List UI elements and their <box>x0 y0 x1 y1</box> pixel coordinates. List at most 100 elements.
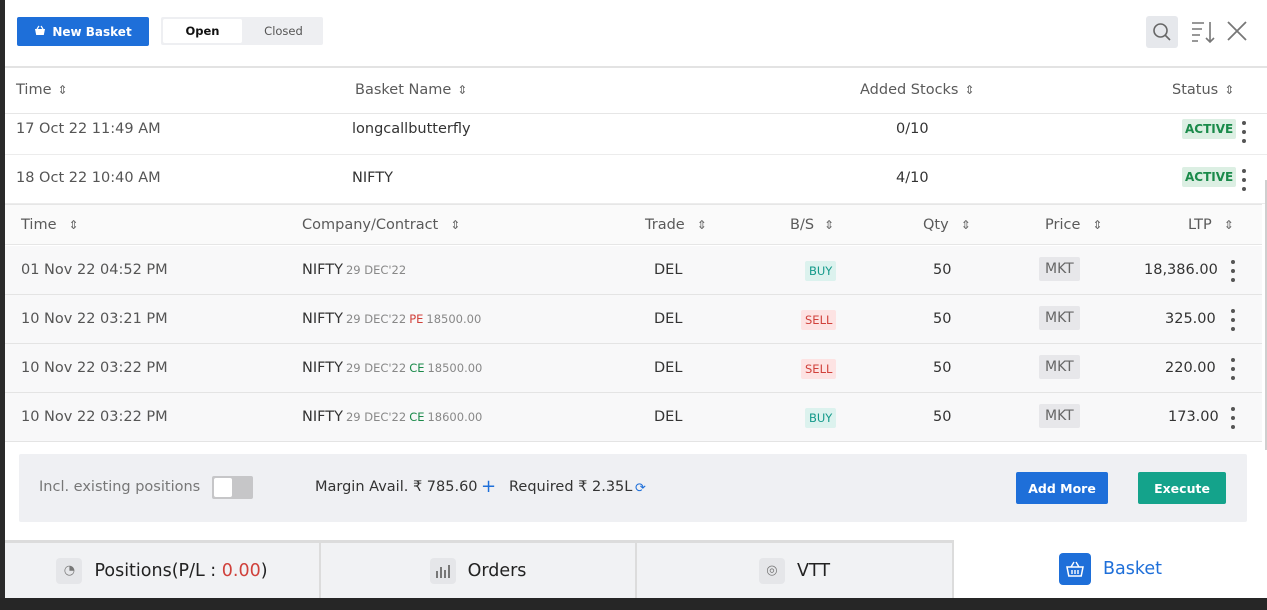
margin-available: Margin Avail. ₹ 785.60 <box>315 479 478 495</box>
order-contract: NIFTY 29 DEC'22 CE 18500.00 <box>302 360 483 376</box>
more-options-icon[interactable] <box>1230 407 1236 429</box>
required-margin: Required ₹ 2.35L <box>509 479 633 495</box>
sort-arrows-icon: ⇕ <box>696 218 707 232</box>
open-closed-toggle: Open Closed <box>161 17 323 45</box>
order-ltp: 220.00 <box>1165 360 1216 376</box>
basket-icon <box>1059 553 1091 585</box>
order-time: 10 Nov 22 03:21 PM <box>21 311 168 327</box>
basket-row[interactable]: 18 Oct 22 10:40 AM NIFTY 4/10 ACTIVE <box>5 155 1267 204</box>
header-ltp[interactable]: LTP ⇕ <box>1188 217 1234 233</box>
buy-badge: BUY <box>805 261 837 281</box>
more-options-icon[interactable] <box>1230 260 1236 282</box>
header-trade[interactable]: Trade ⇕ <box>645 217 707 233</box>
basket-name: NIFTY <box>352 170 393 186</box>
header-time[interactable]: Time ⇕ <box>16 82 68 98</box>
header-qty[interactable]: Qty ⇕ <box>923 217 971 233</box>
basket-panel: New Basket Open Closed Time ⇕ Basket Name… <box>5 0 1267 540</box>
basket-footer: Incl. existing positions Margin Avail. ₹… <box>19 454 1247 522</box>
basket-added-stocks: 4/10 <box>896 170 929 186</box>
order-time: 10 Nov 22 03:22 PM <box>21 409 168 425</box>
sort-button[interactable] <box>1190 19 1216 45</box>
bottom-tabs: ◔ Positions(P/L : 0.00) Orders ◎ VTT Bas… <box>5 540 1267 598</box>
sell-badge: SELL <box>801 310 837 330</box>
header-company-contract[interactable]: Company/Contract ⇕ <box>302 217 461 233</box>
close-icon <box>1227 21 1247 41</box>
header-bs[interactable]: B/S ⇕ <box>790 217 835 233</box>
more-options-icon[interactable] <box>1230 358 1236 380</box>
sell-badge: SELL <box>801 359 837 379</box>
order-time: 01 Nov 22 04:52 PM <box>21 262 168 278</box>
order-trade: DEL <box>654 311 683 327</box>
window-bottom-strip <box>0 598 1267 610</box>
basket-time: 17 Oct 22 11:49 AM <box>16 121 161 137</box>
more-options-icon[interactable] <box>1241 121 1247 143</box>
order-row[interactable]: 10 Nov 22 03:21 PM NIFTY 29 DEC'22 PE 18500… <box>5 295 1262 344</box>
price-type-badge: MKT <box>1039 355 1080 379</box>
order-row[interactable]: 10 Nov 22 03:22 PM NIFTY 29 DEC'22 CE 18600… <box>5 393 1262 442</box>
basket-row[interactable]: 17 Oct 22 11:49 AM longcallbutterfly 0/1… <box>5 115 1267 155</box>
order-trade: DEL <box>654 409 683 425</box>
order-row[interactable]: 01 Nov 22 04:52 PM NIFTY 29 DEC'22 DEL BU… <box>5 246 1262 295</box>
more-options-icon[interactable] <box>1241 169 1247 191</box>
header-status[interactable]: Status ⇕ <box>1172 82 1235 98</box>
order-qty: 50 <box>933 262 952 278</box>
basket-table-header: Time ⇕ Basket Name ⇕ Added Stocks ⇕ Status ⇕ <box>5 70 1267 114</box>
toggle-open[interactable]: Open <box>163 19 242 43</box>
more-options-icon[interactable] <box>1230 309 1236 331</box>
order-row[interactable]: 10 Nov 22 03:22 PM NIFTY 29 DEC'22 CE 18500… <box>5 344 1262 393</box>
sort-icon <box>1192 22 1215 44</box>
execute-button[interactable]: Execute <box>1138 472 1226 504</box>
order-qty: 50 <box>933 409 952 425</box>
order-trade: DEL <box>654 262 683 278</box>
basket-toolbar: New Basket Open Closed <box>5 0 1267 68</box>
add-more-button[interactable]: Add More <box>1016 472 1108 504</box>
basket-name: longcallbutterfly <box>352 121 471 137</box>
basket-icon <box>34 25 46 39</box>
tab-vtt-label: VTT <box>796 560 831 581</box>
incl-existing-positions-toggle[interactable] <box>212 476 253 499</box>
order-ltp: 18,386.00 <box>1144 262 1218 278</box>
positions-icon: ◔ <box>56 557 83 584</box>
header-added-stocks[interactable]: Added Stocks ⇕ <box>860 82 975 98</box>
header-basket-name[interactable]: Basket Name ⇕ <box>355 82 468 98</box>
tab-positions-label: Positions(P/L : 0.00) <box>94 560 268 581</box>
sort-arrows-icon: ⇕ <box>1224 83 1235 97</box>
tab-positions[interactable]: ◔ Positions(P/L : 0.00) <box>5 540 321 598</box>
price-type-badge: MKT <box>1039 404 1080 428</box>
status-badge: ACTIVE <box>1182 167 1237 187</box>
price-type-badge: MKT <box>1039 257 1080 281</box>
search-icon <box>1153 23 1171 41</box>
basket-time: 18 Oct 22 10:40 AM <box>16 170 161 186</box>
price-type-badge: MKT <box>1039 306 1080 330</box>
sort-arrows-icon: ⇕ <box>68 218 79 232</box>
sort-arrows-icon: ⇕ <box>57 83 68 97</box>
refresh-icon[interactable]: ⟳ <box>635 481 646 496</box>
new-basket-button[interactable]: New Basket <box>17 17 149 46</box>
header-price[interactable]: Price ⇕ <box>1045 217 1103 233</box>
vtt-icon: ◎ <box>758 557 785 584</box>
tab-orders-label: Orders <box>467 560 527 581</box>
order-ltp: 325.00 <box>1165 311 1216 327</box>
close-button[interactable] <box>1225 19 1249 43</box>
order-contract: NIFTY 29 DEC'22 <box>302 262 407 278</box>
tab-orders[interactable]: Orders <box>321 540 637 598</box>
order-qty: 50 <box>933 311 952 327</box>
tab-basket[interactable]: Basket <box>954 540 1267 598</box>
order-contract: NIFTY 29 DEC'22 CE 18600.00 <box>302 409 483 425</box>
sort-arrows-icon: ⇕ <box>964 83 975 97</box>
add-funds-icon[interactable]: + <box>481 476 497 497</box>
scrollbar[interactable] <box>1265 180 1267 450</box>
tab-vtt[interactable]: ◎ VTT <box>637 540 954 598</box>
order-qty: 50 <box>933 360 952 376</box>
basket-added-stocks: 0/10 <box>896 121 929 137</box>
search-button[interactable] <box>1146 16 1178 48</box>
toggle-closed[interactable]: Closed <box>264 24 303 38</box>
sort-arrows-icon: ⇕ <box>960 218 971 232</box>
sort-arrows-icon: ⇕ <box>450 218 461 232</box>
order-contract: NIFTY 29 DEC'22 PE 18500.00 <box>302 311 482 327</box>
incl-existing-positions-label: Incl. existing positions <box>39 479 201 495</box>
order-time: 10 Nov 22 03:22 PM <box>21 360 168 376</box>
buy-badge: BUY <box>805 408 837 428</box>
status-badge: ACTIVE <box>1182 119 1237 139</box>
header-time[interactable]: Time ⇕ <box>21 217 79 233</box>
